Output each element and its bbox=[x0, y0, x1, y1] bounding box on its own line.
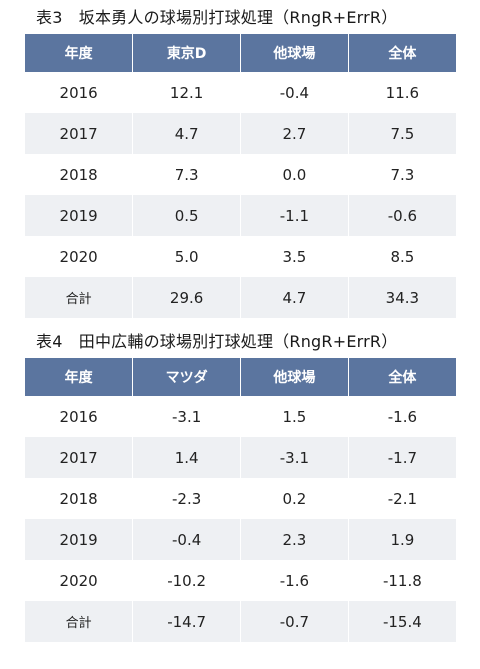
table4-header-other: 他球場 bbox=[240, 358, 349, 396]
table3-home-cell: 12.1 bbox=[132, 72, 241, 113]
table3-all-cell: -0.6 bbox=[348, 195, 456, 236]
table-row: 2018 7.3 0.0 7.3 bbox=[25, 154, 456, 195]
table-row: 2018 -2.3 0.2 -2.1 bbox=[25, 478, 456, 519]
table3-header-all: 全体 bbox=[348, 34, 456, 72]
table-row: 2016 -3.1 1.5 -1.6 bbox=[25, 396, 456, 437]
table3-home-cell: 4.7 bbox=[132, 113, 241, 154]
table-row: 2020 -10.2 -1.6 -11.8 bbox=[25, 560, 456, 601]
table4-total-label: 合計 bbox=[25, 601, 134, 642]
table3-home-cell: 5.0 bbox=[132, 236, 241, 277]
table3-all-cell: 34.3 bbox=[348, 277, 456, 318]
table4-all-cell: -1.6 bbox=[387, 407, 418, 426]
table4-header-home: マツダ bbox=[132, 358, 241, 396]
table3-all-cell: 7.5 bbox=[348, 113, 456, 154]
table3-total-label: 合計 bbox=[25, 277, 134, 318]
table4-home-cell: -14.7 bbox=[132, 601, 241, 642]
table4-all-cell: -11.8 bbox=[382, 571, 422, 590]
table4-total-row: 合計 -14.7 -0.7 -15.4 bbox=[25, 601, 456, 642]
table3-year-cell: 2018 bbox=[25, 154, 134, 195]
table4-home-cell: -10.2 bbox=[132, 560, 241, 601]
table4-header-row: 年度 マツダ 他球場 全体 bbox=[25, 358, 456, 396]
table3-header-row: 年度 東京D 他球場 全体 bbox=[25, 34, 456, 72]
table4-home-cell: 1.4 bbox=[132, 437, 241, 478]
table4-all-cell: -15.4 bbox=[348, 601, 456, 642]
table4-home-cell: -3.1 bbox=[132, 396, 241, 437]
table3-other-cell: 4.7 bbox=[240, 277, 349, 318]
table3-header-other: 他球場 bbox=[240, 34, 349, 72]
table4-other-cell: 1.5 bbox=[240, 396, 349, 437]
table3-other-cell: 2.7 bbox=[240, 113, 349, 154]
table4-year-cell: 2020 bbox=[25, 560, 134, 601]
table3-home-cell: 29.6 bbox=[132, 277, 241, 318]
table3-header-home: 東京D bbox=[132, 34, 241, 72]
table4-header-year: 年度 bbox=[25, 358, 134, 396]
table4: 年度 マツダ 他球場 全体 2016 -3.1 1.5 -1.6 2017 1.… bbox=[25, 358, 456, 642]
table4-year-cell: 2017 bbox=[25, 437, 134, 478]
table3-other-cell: -1.1 bbox=[240, 195, 349, 236]
table3-all-cell: 11.6 bbox=[385, 83, 420, 102]
table3-caption: 表3 坂本勇人の球場別打球処理（RngR+ErrR） bbox=[36, 8, 398, 27]
table4-header-all: 全体 bbox=[348, 358, 456, 396]
table3-other-cell: 0.0 bbox=[240, 154, 349, 195]
table3-home-cell: 7.3 bbox=[132, 154, 241, 195]
table4-year-cell: 2019 bbox=[25, 519, 134, 560]
table-row: 2017 1.4 -3.1 -1.7 bbox=[25, 437, 456, 478]
table4-other-cell: -0.7 bbox=[240, 601, 349, 642]
table-row: 2019 -0.4 2.3 1.9 bbox=[25, 519, 456, 560]
table3-home-cell: 0.5 bbox=[132, 195, 241, 236]
table4-home-cell: -0.4 bbox=[132, 519, 241, 560]
table4-all-cell: -2.1 bbox=[387, 489, 418, 508]
table3-header-year: 年度 bbox=[25, 34, 134, 72]
table4-other-cell: -1.6 bbox=[240, 560, 349, 601]
table4-other-cell: 2.3 bbox=[240, 519, 349, 560]
table4-year-cell: 2016 bbox=[25, 396, 134, 437]
table3: 年度 東京D 他球場 全体 2016 12.1 -0.4 11.6 2017 4… bbox=[25, 34, 456, 318]
table3-year-cell: 2020 bbox=[25, 236, 134, 277]
table4-other-cell: -3.1 bbox=[240, 437, 349, 478]
table3-total-row: 合計 29.6 4.7 34.3 bbox=[25, 277, 456, 318]
table3-all-cell: 8.5 bbox=[390, 247, 415, 266]
table3-all-cell: 7.3 bbox=[390, 165, 415, 184]
table4-all-cell: -1.7 bbox=[348, 437, 456, 478]
table4-home-cell: -2.3 bbox=[132, 478, 241, 519]
table3-year-cell: 2019 bbox=[25, 195, 134, 236]
table-row: 2020 5.0 3.5 8.5 bbox=[25, 236, 456, 277]
table3-year-cell: 2016 bbox=[25, 72, 134, 113]
table4-other-cell: 0.2 bbox=[240, 478, 349, 519]
table3-year-cell: 2017 bbox=[25, 113, 134, 154]
table3-other-cell: -0.4 bbox=[240, 72, 349, 113]
table-row: 2016 12.1 -0.4 11.6 bbox=[25, 72, 456, 113]
table4-all-cell: 1.9 bbox=[348, 519, 456, 560]
table4-year-cell: 2018 bbox=[25, 478, 134, 519]
table4-caption: 表4 田中広輔の球場別打球処理（RngR+ErrR） bbox=[36, 332, 398, 351]
table-row: 2019 0.5 -1.1 -0.6 bbox=[25, 195, 456, 236]
table-row: 2017 4.7 2.7 7.5 bbox=[25, 113, 456, 154]
table3-other-cell: 3.5 bbox=[240, 236, 349, 277]
